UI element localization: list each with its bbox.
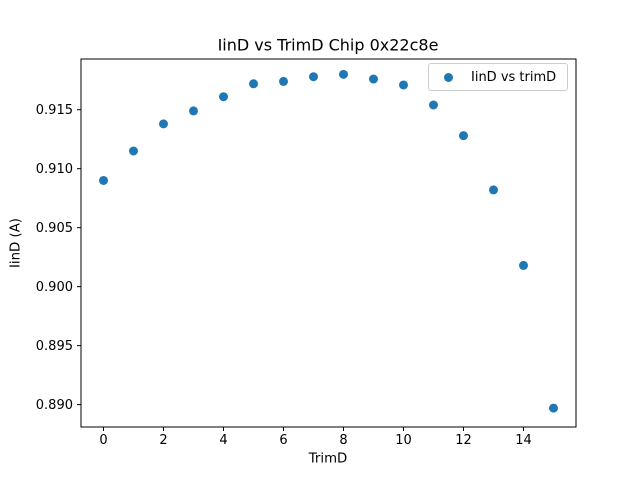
data-point [219, 92, 228, 102]
y-tick-label: 0.895 [36, 339, 73, 354]
data-point [489, 185, 498, 195]
x-tick-label: 0 [99, 433, 107, 448]
y-tick-label: 0.890 [36, 398, 73, 413]
data-point [189, 106, 198, 116]
data-point [309, 72, 318, 82]
data-point [129, 146, 138, 156]
y-tick-label: 0.910 [36, 162, 73, 177]
data-point [549, 403, 558, 413]
data-point [519, 260, 528, 270]
x-tick-label: 2 [159, 433, 167, 448]
data-point [459, 131, 468, 141]
data-point [159, 119, 168, 129]
y-axis-label: IinD (A) [8, 218, 24, 268]
data-point [429, 100, 438, 110]
data-point [339, 69, 348, 79]
legend-box: IinD vs trimD [428, 63, 568, 91]
y-tick-label: 0.900 [36, 280, 73, 295]
x-tick-label: 12 [455, 433, 472, 448]
x-tick-label: 6 [279, 433, 287, 448]
data-point [399, 80, 408, 90]
data-point [249, 79, 258, 89]
legend-marker-icon [444, 72, 453, 82]
x-tick-label: 8 [339, 433, 347, 448]
x-tick-label: 10 [395, 433, 412, 448]
data-point [279, 76, 288, 86]
x-tick-label: 14 [515, 433, 532, 448]
y-tick-label: 0.915 [36, 103, 73, 118]
axes-frame [80, 58, 577, 428]
data-point [99, 175, 108, 185]
x-tick-label: 4 [219, 433, 227, 448]
chart-title: IinD vs TrimD Chip 0x22c8e [217, 35, 439, 55]
y-tick-label: 0.905 [36, 221, 73, 236]
legend-label: IinD vs trimD [471, 69, 557, 85]
x-axis-label: TrimD [308, 451, 348, 467]
data-point [369, 74, 378, 84]
